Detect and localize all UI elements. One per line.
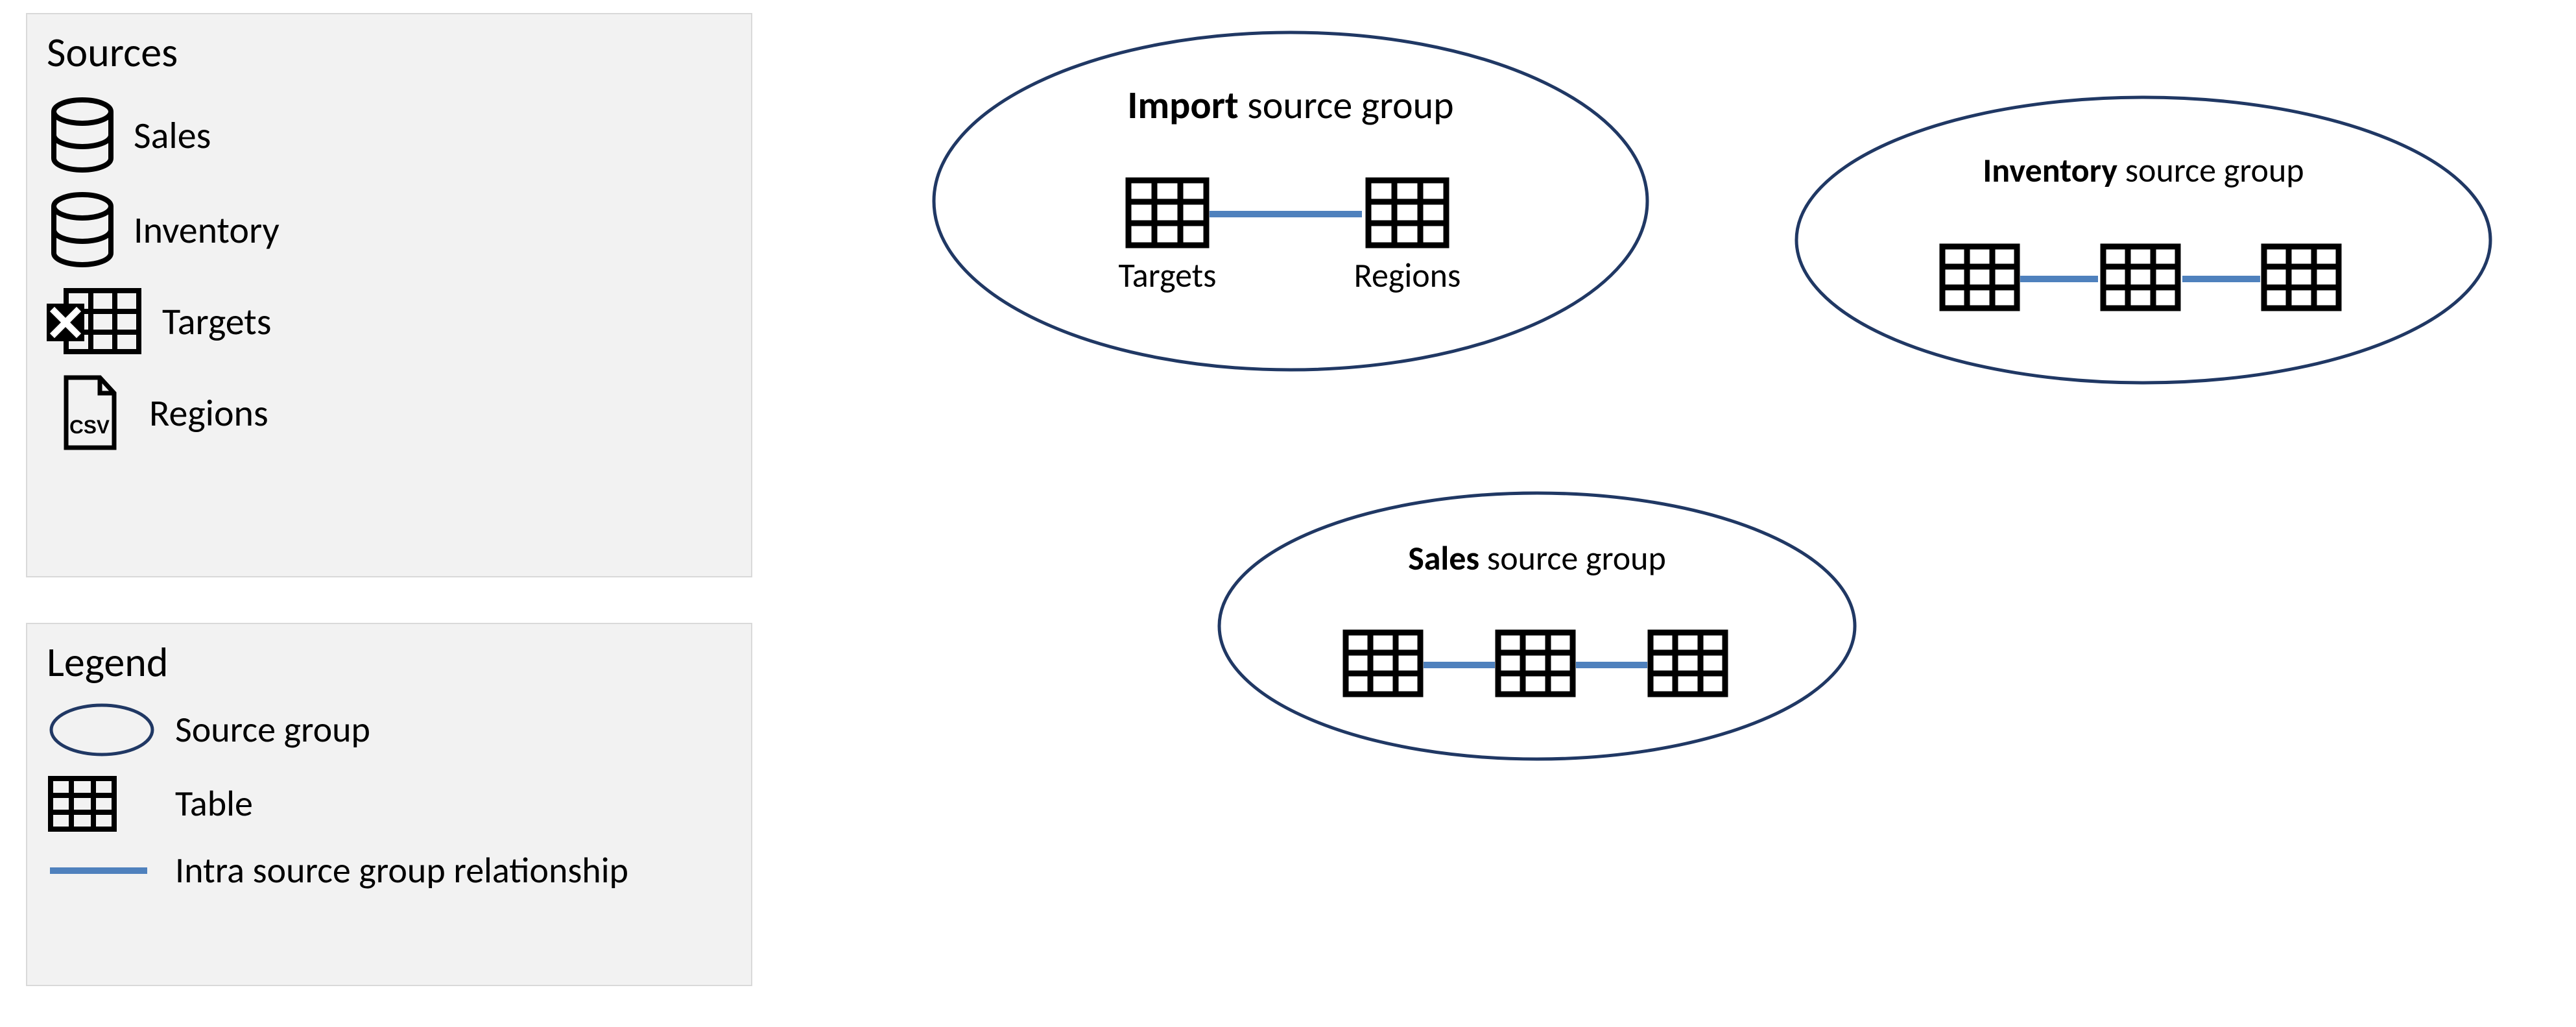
legend-panel: Legend Source group (26, 623, 752, 986)
sources-panel-title: Sources (47, 27, 732, 78)
sources-list: Sales Inventory (47, 96, 732, 452)
sources-panel: Sources Sales (26, 13, 752, 577)
csv-file-icon: CSV (57, 374, 122, 452)
legend-label: Source group (175, 708, 370, 752)
legend-item-source-group: Source group (47, 701, 732, 759)
source-label: Targets (162, 298, 271, 344)
source-item-sales: Sales (47, 96, 732, 174)
table-label: Targets (1096, 254, 1239, 296)
database-icon (47, 191, 118, 269)
table-icon (1346, 633, 1420, 694)
excel-icon (47, 285, 144, 357)
source-item-targets: Targets (47, 285, 732, 357)
legend-label: Table (175, 782, 253, 826)
legend-label: Intra source group relationship (175, 849, 628, 893)
legend-item-table: Table (47, 775, 732, 833)
group-title: Sales source group (1213, 537, 1861, 579)
database-icon (47, 96, 118, 174)
legend-item-relationship: Intra source group relationship (47, 849, 732, 893)
source-label: Inventory (134, 207, 280, 253)
table-icon (2264, 247, 2339, 308)
table-icon (1942, 247, 2017, 308)
source-item-inventory: Inventory (47, 191, 732, 269)
table-icon (2103, 247, 2178, 308)
ellipse-icon (47, 701, 157, 759)
table-label: Regions (1330, 254, 1485, 296)
group-ellipse (1219, 493, 1855, 759)
group-import: Import source group Targets Regions (927, 26, 1654, 376)
group-ellipse (1796, 97, 2490, 383)
group-sales: Sales source group (1213, 487, 1861, 766)
source-label: Sales (134, 112, 211, 158)
legend-panel-title: Legend (47, 637, 732, 688)
group-title: Import source group (927, 82, 1654, 129)
table-icon (1651, 633, 1725, 694)
table-icon (1128, 180, 1206, 245)
source-item-regions: CSV Regions (57, 374, 732, 452)
source-label: Regions (149, 390, 268, 436)
table-icon (1368, 180, 1446, 245)
legend-list: Source group Table (47, 701, 732, 893)
group-inventory: Inventory source group (1790, 91, 2497, 389)
relationship-line-icon (47, 861, 157, 880)
table-icon (1498, 633, 1573, 694)
svg-text:CSV: CSV (69, 417, 110, 438)
table-icon (47, 775, 157, 833)
diagram-stage: Sources Sales (0, 0, 2576, 1027)
group-title: Inventory source group (1790, 149, 2497, 191)
